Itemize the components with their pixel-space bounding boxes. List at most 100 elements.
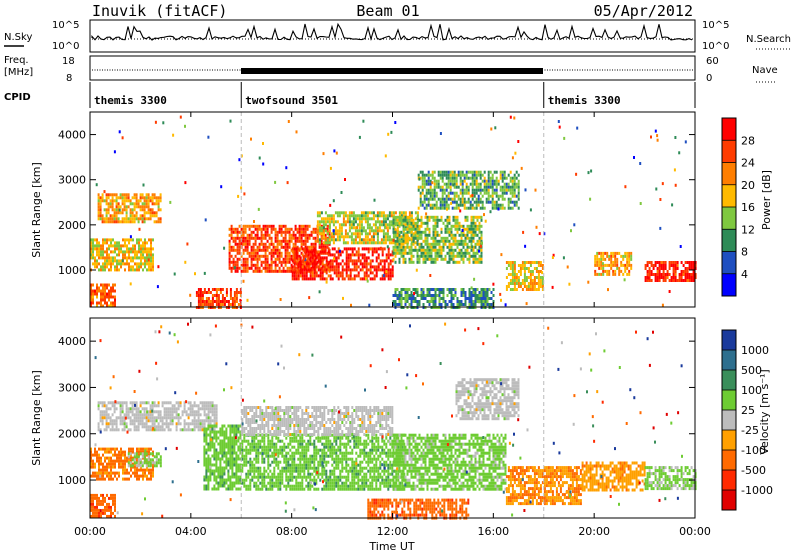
heatmap-cell <box>203 288 206 291</box>
heatmap-cell <box>116 253 118 257</box>
heatmap-cell <box>94 462 96 466</box>
heatmap-cell <box>391 268 394 272</box>
heatmap-cell <box>410 211 413 215</box>
heatmap-cell <box>513 200 516 204</box>
colorbar-tick-label: 24 <box>741 157 755 170</box>
heatmap-cell <box>392 224 395 228</box>
heatmap-cell <box>364 241 367 245</box>
heatmap-cell <box>197 419 200 423</box>
heatmap-cell <box>467 185 470 189</box>
heatmap-cell <box>133 202 136 206</box>
heatmap-cell <box>400 297 403 300</box>
heatmap-cell <box>139 461 142 465</box>
heatmap-cell <box>670 261 673 264</box>
heatmap-cell <box>461 173 464 177</box>
heatmap-cell <box>256 230 259 234</box>
nsky-trace <box>91 22 693 42</box>
heatmap-cell <box>142 247 144 251</box>
heatmap-cell <box>159 217 162 221</box>
heatmap-cell <box>429 173 432 177</box>
heatmap-cell <box>123 205 126 209</box>
heatmap-cell <box>250 245 253 249</box>
heatmap-cell <box>476 257 479 261</box>
heatmap-cell <box>219 484 222 488</box>
heatmap-cell <box>408 230 411 234</box>
heatmap-cell <box>424 248 427 252</box>
heatmap-cell <box>266 263 269 267</box>
heatmap-cell <box>97 208 100 212</box>
heatmap-cell <box>111 425 114 429</box>
heatmap-cell <box>426 254 429 258</box>
heatmap-cell <box>268 263 271 267</box>
heatmap-cell <box>165 413 168 417</box>
heatmap-cell <box>155 416 158 420</box>
heatmap-cell <box>365 247 368 251</box>
heatmap-cell <box>414 230 417 234</box>
heatmap-cell <box>392 251 395 255</box>
heatmap-cell <box>302 242 305 246</box>
heatmap-cell <box>330 217 333 221</box>
heatmap-cell <box>112 262 114 266</box>
heatmap-cell <box>519 285 522 288</box>
heatmap-cell <box>383 262 386 266</box>
heatmap-cell <box>402 242 405 246</box>
heatmap-cell <box>461 185 464 189</box>
heatmap-cell <box>137 461 140 465</box>
heatmap-cell <box>280 230 283 234</box>
heatmap-cell <box>296 230 299 234</box>
freq-tick-top: 18 <box>62 56 75 67</box>
heatmap-cell <box>246 266 249 270</box>
heatmap-cell <box>151 422 154 426</box>
heatmap-cell <box>384 235 387 239</box>
heatmap-cell <box>209 445 212 449</box>
heatmap-cell <box>142 447 144 451</box>
heatmap-cell <box>491 188 494 192</box>
heatmap-cell <box>102 499 104 503</box>
heatmap-cell <box>100 304 102 308</box>
heatmap-cell <box>474 215 477 219</box>
heatmap-cell <box>394 245 397 249</box>
heatmap-cell <box>169 422 172 426</box>
heatmap-cell <box>153 211 156 215</box>
heatmap-cell <box>316 229 319 233</box>
heatmap-cell <box>219 300 222 303</box>
heatmap-cell <box>442 288 445 291</box>
heatmap-cell <box>418 224 421 228</box>
heatmap-cell <box>211 430 214 434</box>
heatmap-cell <box>366 241 369 245</box>
heatmap-cell <box>114 502 116 506</box>
heatmap-cell <box>125 407 128 411</box>
heatmap-cell <box>234 242 237 246</box>
heatmap-cell <box>480 297 483 300</box>
heatmap-cell <box>165 407 168 411</box>
heatmap-cell <box>517 264 520 267</box>
heatmap-cell <box>133 193 136 197</box>
heatmap-cell <box>246 245 249 249</box>
heatmap-cell <box>157 202 160 206</box>
heatmap-cell <box>120 456 122 460</box>
heatmap-cell <box>223 478 226 482</box>
heatmap-cell <box>268 266 271 270</box>
heatmap-cell <box>331 262 334 266</box>
heatmap-cell <box>161 419 164 423</box>
heatmap-cell <box>431 197 434 201</box>
heatmap-cell <box>497 194 500 198</box>
heatmap-cell <box>307 265 310 269</box>
heatmap-cell <box>614 254 617 258</box>
heatmap-cell <box>419 194 422 198</box>
heatmap-cell <box>278 269 281 273</box>
heatmap-cell <box>134 474 136 478</box>
heatmap-cell <box>410 257 413 261</box>
heatmap-cell <box>318 229 321 233</box>
heatmap-cell <box>111 208 114 212</box>
heatmap-cell <box>418 218 421 222</box>
heatmap-cell <box>122 471 124 475</box>
heatmap-cell <box>161 422 164 426</box>
heatmap-cell <box>509 267 512 270</box>
heatmap-cell <box>326 220 329 224</box>
heatmap-cell <box>140 265 142 269</box>
heatmap-cell <box>376 211 379 215</box>
heatmap-cell <box>203 410 206 414</box>
heatmap-cell <box>209 472 212 476</box>
heatmap-cell <box>435 194 438 198</box>
